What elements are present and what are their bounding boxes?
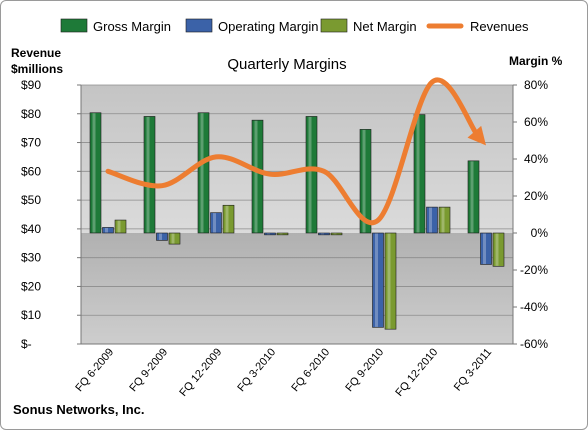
gross-margin-bar: [305, 116, 318, 234]
operating-margin-bar: [210, 212, 222, 234]
left-tick-label: $90: [21, 78, 41, 92]
operating-margin-bar-highlight: [159, 233, 162, 240]
company-label: Sonus Networks, Inc.: [13, 402, 144, 417]
x-tick-label: FQ 6-2009: [73, 346, 116, 394]
gross-margin-bar-highlight: [362, 129, 366, 233]
right-tick-label: 40%: [524, 152, 548, 166]
chart-title: Quarterly Margins: [227, 56, 346, 73]
operating-margin-bar: [156, 232, 168, 241]
net-margin-bar: [168, 232, 181, 245]
net-margin-bar: [384, 232, 397, 330]
gross-margin-bar-highlight: [416, 115, 420, 233]
net-margin-legend-label: Net Margin: [353, 19, 417, 34]
gross-margin-bar-highlight: [200, 113, 204, 233]
plot-lower-band: [81, 233, 513, 344]
net-margin-bar-highlight: [117, 220, 121, 233]
gross-margin-bar: [143, 116, 156, 234]
right-tick-label: 0%: [531, 226, 549, 240]
net-margin-bar: [114, 219, 127, 234]
x-tick-label: FQ 6-2010: [289, 346, 332, 394]
gross-margin-bar: [251, 119, 264, 234]
net-margin-bar-highlight: [387, 233, 391, 329]
net-margin-legend-swatch: [320, 18, 348, 33]
left-tick-label: $20: [21, 279, 41, 293]
right-tick-label: 60%: [524, 115, 548, 129]
x-tick-label: FQ 12-2010: [393, 346, 440, 399]
right-tick-label: 80%: [524, 78, 548, 92]
gross-margin-bar: [467, 160, 480, 234]
net-margin-bar-highlight: [171, 233, 175, 244]
gross-margin-bar-highlight: [254, 120, 258, 233]
x-tick-label: FQ 3-2010: [235, 346, 278, 394]
net-margin-bar-highlight: [225, 205, 229, 233]
x-tick-label: FQ 9-2009: [127, 346, 170, 394]
operating-margin-bar-highlight: [105, 227, 108, 233]
net-margin-bar: [492, 232, 505, 267]
operating-margin-legend-swatch: [185, 18, 213, 33]
net-margin-bar-highlight: [333, 233, 337, 235]
operating-margin-bar: [372, 232, 384, 328]
x-tick-label: FQ 12-2009: [177, 346, 224, 399]
net-margin-bar-highlight: [495, 233, 499, 266]
operating-margin-bar: [102, 227, 114, 234]
gross-margin-bar: [197, 112, 210, 234]
x-tick-label: FQ 3-2011: [452, 346, 494, 393]
left-tick-label: $70: [21, 136, 41, 150]
net-margin-bar: [222, 204, 235, 234]
left-tick-label: $-: [21, 337, 32, 351]
operating-margin-bar-highlight: [267, 233, 270, 235]
operating-margin-bar: [264, 232, 276, 236]
net-margin-bar: [438, 206, 451, 234]
revenues-line: [105, 77, 481, 226]
left-tick-label: $80: [21, 107, 41, 121]
right-tick-label: 20%: [524, 189, 548, 203]
right-tick-label: -60%: [520, 337, 548, 351]
gross-margin-bar: [89, 112, 102, 234]
right-axis-title: Margin %: [509, 54, 563, 68]
operating-margin-bar-highlight: [321, 233, 324, 235]
gross-margin-legend-label: Gross Margin: [93, 19, 171, 34]
net-margin-bar: [276, 232, 289, 236]
net-margin-bar-highlight: [279, 233, 283, 235]
right-tick-label: -40%: [520, 300, 548, 314]
gross-margin-bar: [359, 129, 372, 234]
operating-margin-bar: [426, 206, 438, 234]
gross-margin-bar-highlight: [92, 113, 96, 233]
revenues-arrowhead: [467, 125, 486, 146]
gross-margin-legend-swatch: [60, 18, 88, 33]
operating-margin-bar-highlight: [429, 207, 432, 233]
left-tick-label: $30: [21, 251, 41, 265]
x-tick-label: FQ 9-2010: [343, 346, 386, 394]
left-axis-title-line1: Revenue: [11, 46, 61, 60]
left-tick-label: $60: [21, 164, 41, 178]
gross-margin-bar: [413, 114, 426, 234]
operating-margin-bar-highlight: [213, 213, 216, 233]
operating-margin-bar-highlight: [375, 233, 378, 327]
left-tick-label: $50: [21, 193, 41, 207]
right-tick-label: -20%: [520, 263, 548, 277]
operating-margin-legend-label: Operating Margin: [218, 19, 318, 34]
gross-margin-bar-highlight: [308, 116, 312, 233]
net-margin-bar: [330, 232, 343, 236]
net-margin-bar-highlight: [441, 207, 445, 233]
left-axis-title-line2: $millions: [11, 62, 63, 76]
gross-margin-bar-highlight: [470, 161, 474, 233]
gross-margin-bar-highlight: [146, 116, 150, 233]
left-tick-label: $40: [21, 222, 41, 236]
operating-margin-bar: [318, 232, 330, 236]
operating-margin-bar: [480, 232, 492, 265]
left-tick-label: $10: [21, 308, 41, 322]
revenues-legend-label: Revenues: [470, 19, 529, 34]
operating-margin-bar-highlight: [483, 233, 486, 264]
